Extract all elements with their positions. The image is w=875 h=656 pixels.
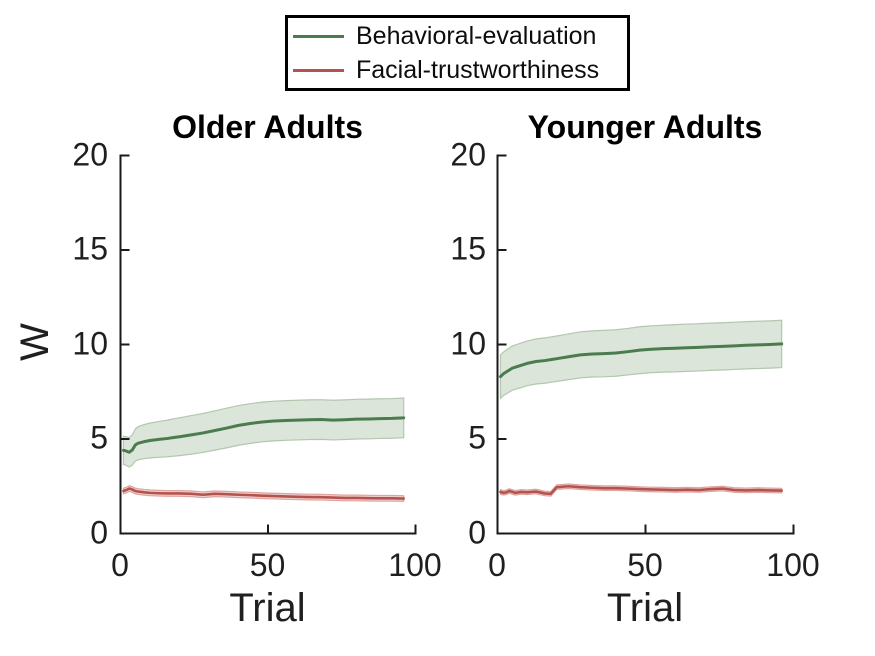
y-tick-label: 15 bbox=[72, 230, 108, 267]
legend-line-swatch-0 bbox=[293, 34, 344, 38]
series-line-behavioral bbox=[121, 416, 406, 454]
y-tick-label: 5 bbox=[90, 419, 108, 456]
x-tick-label: 0 bbox=[488, 547, 506, 583]
y-tick-label: 20 bbox=[450, 136, 486, 173]
y-tick-label: 15 bbox=[450, 230, 486, 267]
axis-spines bbox=[496, 154, 795, 535]
chart-svg-0 bbox=[119, 154, 417, 535]
x-tick-label: 50 bbox=[249, 547, 286, 583]
chart-title-older-adults: Older Adults bbox=[172, 109, 363, 145]
confidence-band-behavioral bbox=[122, 397, 405, 468]
axis-spines bbox=[119, 154, 417, 535]
legend-line-swatch-1 bbox=[293, 68, 344, 72]
x-axis-label-younger: Trial bbox=[606, 586, 684, 630]
x-tick-label: 0 bbox=[111, 547, 129, 583]
legend-label: Behavioral-evaluation bbox=[356, 21, 597, 50]
legend-label: Facial-trustworthiness bbox=[356, 55, 600, 84]
y-tick-label: 5 bbox=[468, 419, 486, 456]
x-tick-label: 100 bbox=[388, 547, 442, 583]
x-axis-label-older: Trial bbox=[229, 586, 306, 630]
legend: Behavioral-evaluation Facial-trustworthi… bbox=[285, 15, 630, 91]
y-tick-label: 10 bbox=[72, 325, 108, 362]
y-tick-label: 10 bbox=[450, 325, 486, 362]
series-line-facial bbox=[122, 487, 406, 500]
x-tick-label: 50 bbox=[627, 547, 663, 583]
series-line-behavioral bbox=[498, 342, 784, 379]
series-line-facial bbox=[499, 484, 783, 496]
legend-item-facial: Facial-trustworthiness bbox=[293, 53, 627, 87]
chart-svg-1 bbox=[496, 154, 795, 535]
y-tick-label: 0 bbox=[90, 514, 108, 551]
x-tick-label: 100 bbox=[766, 547, 820, 583]
y-tick-label: 20 bbox=[72, 136, 108, 173]
legend-item-behavioral: Behavioral-evaluation bbox=[293, 19, 627, 53]
y-tick-label: 0 bbox=[468, 514, 486, 551]
confidence-band-behavioral bbox=[499, 319, 783, 400]
chart-title-younger-adults: Younger Adults bbox=[527, 109, 763, 145]
